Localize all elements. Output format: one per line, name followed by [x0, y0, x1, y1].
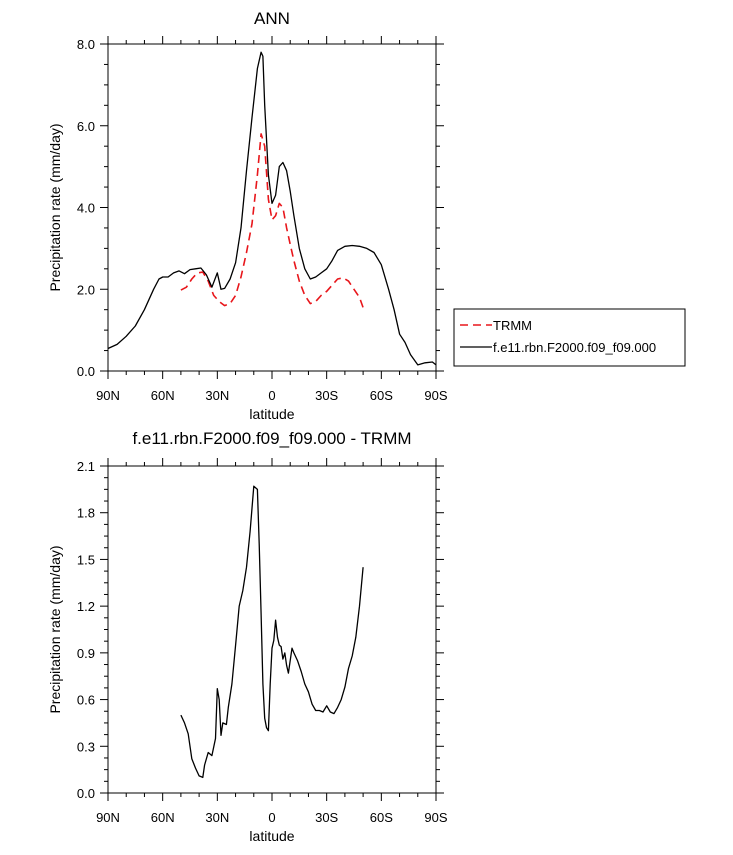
legend-entry-label: f.e11.rbn.F2000.f09_f09.000 — [493, 340, 656, 355]
chart-title: f.e11.rbn.F2000.f09_f09.000 - TRMM — [132, 429, 411, 448]
y-tick-label: 0.9 — [77, 646, 95, 661]
chart-model-minus-trmm: f.e11.rbn.F2000.f09_f09.000 - TRMM 90N 60N… — [47, 429, 448, 844]
legend-entry-label: TRMM — [493, 318, 532, 333]
y-tick-label: 2.0 — [77, 282, 95, 297]
y-tick-label: 1.5 — [77, 552, 95, 567]
x-tick-label: 60N — [151, 388, 175, 403]
series-line-trmm — [180, 133, 364, 308]
legend: TRMM f.e11.rbn.F2000.f09_f09.000 — [453, 308, 686, 367]
x-tick-label: 60S — [370, 388, 393, 403]
x-tick-label: 30S — [315, 388, 338, 403]
x-tick-label: 0 — [268, 388, 275, 403]
y-tick-label: 0.6 — [77, 693, 95, 708]
x-axis-label: latitude — [249, 828, 294, 844]
x-tick-label: 60N — [151, 810, 175, 825]
y-tick-label: 1.2 — [77, 599, 95, 614]
x-tick-label: 30S — [315, 810, 338, 825]
y-tick-label: 2.1 — [77, 459, 95, 474]
y-tick-label: 6.0 — [77, 119, 95, 134]
x-tick-label: 90N — [96, 388, 120, 403]
chart-annual-precipitation: ANN 90N 60N 30N 0 30S 60S 90S 0.0 2.0 4.0 6.0 8.0 lat… — [47, 9, 448, 422]
x-tick-label: 60S — [370, 810, 393, 825]
series-line-f-e11-rbn-f2000-f09-f09-000 — [107, 51, 437, 366]
x-axis-label: latitude — [249, 406, 294, 422]
x-tick-label: 90S — [424, 810, 447, 825]
chart-title: ANN — [254, 9, 290, 28]
x-tick-label: 30N — [205, 810, 229, 825]
x-tick-label: 90N — [96, 810, 120, 825]
series-line-f-e11-rbn-f2000-f09-f09-000-trmm — [180, 485, 364, 779]
y-axis-label: Precipitation rate (mm/day) — [47, 123, 63, 291]
y-tick-label: 4.0 — [77, 201, 95, 216]
y-tick-label: 0.3 — [77, 739, 95, 754]
x-tick-label: 0 — [268, 810, 275, 825]
y-axis-label: Precipitation rate (mm/day) — [47, 545, 63, 713]
y-tick-label: 8.0 — [77, 37, 95, 52]
plot-frame — [107, 43, 437, 372]
x-tick-label: 30N — [205, 388, 229, 403]
y-tick-label: 1.8 — [77, 506, 95, 521]
x-tick-label: 90S — [424, 388, 447, 403]
plot-frame — [107, 465, 437, 794]
legend-box — [453, 308, 686, 367]
y-tick-label: 0.0 — [77, 786, 95, 801]
y-tick-label: 0.0 — [77, 364, 95, 379]
